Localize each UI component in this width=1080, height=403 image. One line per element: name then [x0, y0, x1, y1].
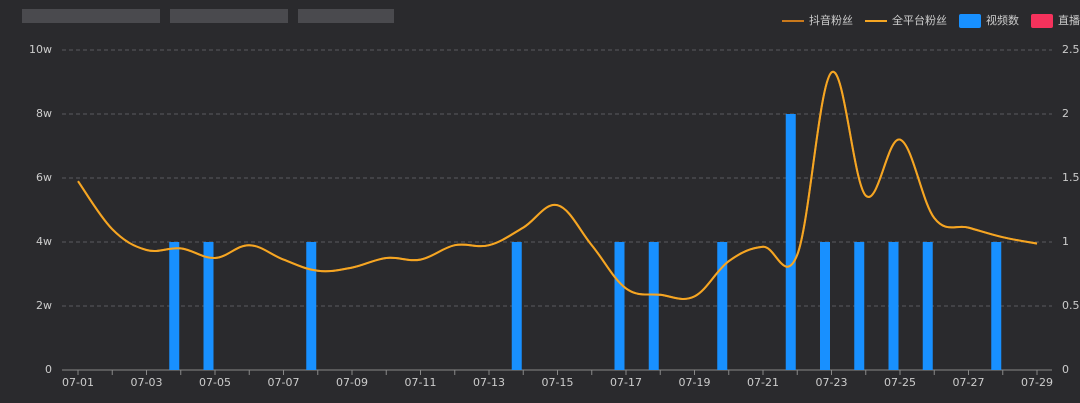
- bar: [169, 242, 180, 370]
- x-tick-label: 07-11: [405, 376, 437, 389]
- bar: [785, 114, 796, 370]
- y-tick-label: 0: [45, 363, 52, 376]
- bar: [717, 242, 728, 370]
- y-tick-label: 10w: [29, 43, 52, 56]
- y2-tick-label: 2: [1062, 107, 1069, 120]
- y-tick-label: 2w: [36, 299, 52, 312]
- blurred-title: [22, 9, 160, 23]
- x-tick-label: 07-19: [679, 376, 711, 389]
- line: [77, 71, 1038, 300]
- y-tick-label: 8w: [36, 107, 52, 120]
- bar: [306, 242, 317, 370]
- bar: [203, 242, 214, 370]
- bar: [614, 242, 625, 370]
- blurred-title: [298, 9, 394, 23]
- bar: [854, 242, 865, 370]
- x-tick-label: 07-01: [62, 376, 94, 389]
- bar: [888, 242, 899, 370]
- x-tick-label: 07-15: [542, 376, 574, 389]
- blurred-title: [170, 9, 288, 23]
- y2-tick-label: 0.5: [1062, 299, 1080, 312]
- x-tick-label: 07-29: [1021, 376, 1053, 389]
- y-tick-label: 6w: [36, 171, 52, 184]
- bar: [991, 242, 1002, 370]
- x-tick-label: 07-17: [610, 376, 642, 389]
- legend-label: 抖音粉丝: [809, 13, 853, 27]
- legend-icon: [1031, 14, 1053, 28]
- y-tick-label: 4w: [36, 235, 52, 248]
- x-tick-label: 07-13: [473, 376, 505, 389]
- y2-tick-label: 1.5: [1062, 171, 1080, 184]
- x-tick-label: 07-05: [199, 376, 231, 389]
- x-tick-label: 07-27: [953, 376, 985, 389]
- bar: [648, 242, 659, 370]
- x-tick-label: 07-25: [884, 376, 916, 389]
- legend-icon: [959, 14, 981, 28]
- legend-label: 全平台粉丝: [892, 13, 947, 27]
- y2-tick-label: 2.5: [1062, 43, 1080, 56]
- y2-tick-label: 1: [1062, 235, 1069, 248]
- bar: [922, 242, 933, 370]
- legend-label: 视频数: [986, 13, 1019, 27]
- bar: [511, 242, 522, 370]
- y2-tick-label: 0: [1062, 363, 1069, 376]
- x-tick-label: 07-07: [268, 376, 300, 389]
- bar: [820, 242, 830, 370]
- x-tick-label: 07-21: [747, 376, 779, 389]
- x-tick-label: 07-09: [336, 376, 368, 389]
- legend-label: 直播数: [1058, 13, 1080, 27]
- x-tick-label: 07-23: [816, 376, 848, 389]
- x-tick-label: 07-03: [131, 376, 163, 389]
